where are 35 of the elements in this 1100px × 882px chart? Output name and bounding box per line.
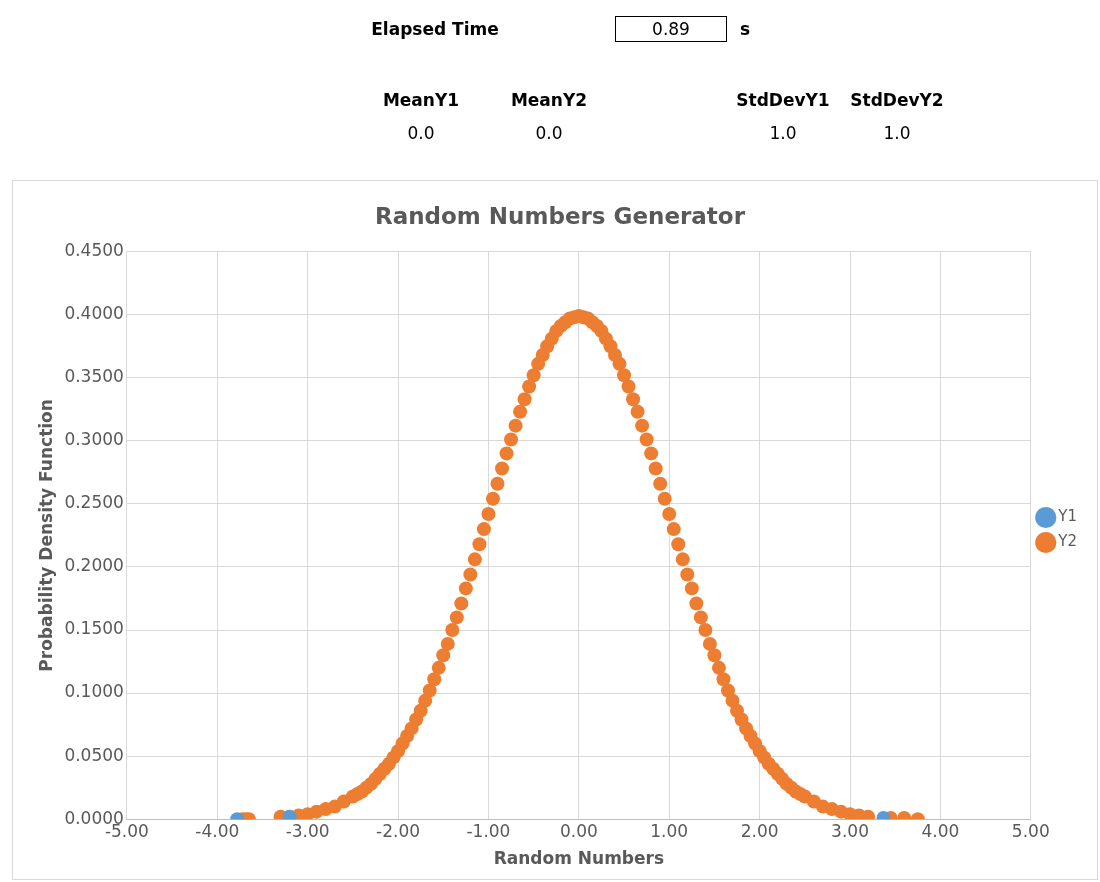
y-tick-label: 0.1000	[64, 681, 124, 702]
value-box: 0.89	[615, 16, 727, 42]
x-tick-label: 4.00	[921, 820, 960, 841]
y-tick-label: 0.4000	[64, 303, 124, 324]
x-tick-label: 2.00	[740, 820, 779, 841]
text: 0.0	[407, 123, 435, 143]
y-tick-label: 0.0500	[64, 744, 124, 765]
text: s	[739, 19, 751, 39]
text: 1.0	[769, 123, 797, 143]
x-tick-label: 1.00	[650, 820, 689, 841]
text: MeanY2	[510, 90, 588, 110]
chart-title: Random Numbers Generator	[375, 202, 746, 229]
x-tick-label: -3.00	[285, 820, 330, 841]
text: 1.0	[883, 123, 911, 143]
text: 0.0	[535, 123, 563, 143]
x-tick-label: 5.00	[1011, 820, 1050, 841]
x-tick-label: 0.00	[559, 820, 598, 841]
text: StdDevY2	[850, 90, 944, 110]
y-tick-label: 0.2000	[64, 555, 124, 576]
legend-label: Y1	[1057, 507, 1078, 526]
text: Elapsed Time	[371, 19, 499, 39]
text: MeanY1	[382, 90, 460, 110]
y-axis-title: Probability Density Function	[35, 399, 56, 672]
x-tick-label: 3.00	[831, 820, 869, 841]
y-tick-label: 0.3500	[64, 366, 124, 387]
x-axis-title: Random Numbers	[493, 848, 665, 869]
text: StdDevY1	[736, 90, 830, 110]
x-tick-label: -4.00	[195, 820, 240, 841]
x-tick-label: -1.00	[466, 820, 511, 841]
y-tick-label: 0.3000	[64, 429, 124, 450]
y-tick-label: 0.2500	[64, 492, 124, 513]
x-tick-label: -2.00	[376, 820, 421, 841]
legend-label: Y2	[1057, 532, 1078, 551]
y-tick-label: 0.4500	[64, 240, 124, 261]
y-tick-label: 0.1500	[64, 618, 124, 639]
